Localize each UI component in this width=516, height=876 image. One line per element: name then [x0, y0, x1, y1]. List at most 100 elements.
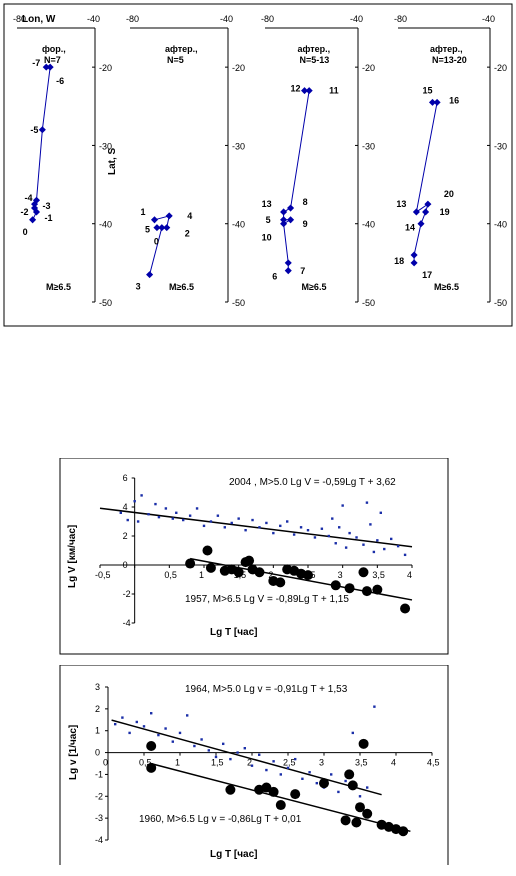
event-label: 8	[303, 197, 308, 207]
large-event-point	[362, 808, 373, 819]
y-tick-label: -2	[95, 791, 103, 801]
large-event-point	[398, 826, 409, 837]
large-event-point	[344, 769, 355, 780]
small-event-point	[119, 511, 122, 514]
event-point	[150, 216, 159, 224]
small-event-point	[327, 534, 330, 538]
event-point	[424, 200, 432, 208]
event-point	[417, 220, 425, 228]
event-point	[280, 208, 288, 216]
y-tick-label: -40	[232, 220, 245, 230]
event-point	[153, 224, 161, 232]
event-label: 1	[141, 207, 146, 217]
event-point	[412, 208, 420, 216]
small-event-point	[128, 731, 131, 735]
x-tick-label: 0,5	[164, 570, 177, 580]
large-event-point	[344, 583, 355, 594]
large-event-point	[358, 738, 369, 749]
small-event-point	[207, 749, 210, 752]
y-tick-label: -2	[123, 589, 131, 599]
y-axis-title: Lg v [1/час]	[68, 725, 79, 780]
small-event-point	[140, 494, 143, 497]
large-event-point	[275, 800, 286, 811]
y-tick-label: -40	[494, 220, 507, 230]
event-point	[163, 224, 171, 232]
event-label: -7	[32, 58, 40, 68]
small-event-point	[243, 747, 246, 750]
large-event-point	[225, 784, 236, 795]
small-event-point	[150, 712, 153, 715]
event-label: -3	[43, 201, 51, 211]
large-event-point	[268, 786, 279, 797]
small-event-point	[142, 725, 146, 728]
y-tick-label: -40	[362, 220, 375, 230]
small-event-point	[222, 742, 225, 746]
event-point	[287, 216, 295, 224]
x-tick-label: -80	[394, 14, 407, 24]
small-event-point	[337, 790, 340, 794]
event-point	[410, 259, 418, 267]
small-event-point	[171, 740, 174, 743]
small-event-point	[279, 524, 282, 528]
large-event-point	[233, 567, 244, 578]
large-event-point	[400, 603, 411, 614]
event-point	[305, 87, 313, 95]
large-event-point	[261, 782, 272, 793]
small-event-point	[396, 544, 400, 548]
small-event-point	[338, 526, 341, 529]
small-event-point	[376, 539, 379, 542]
x-tick-label: 3	[319, 758, 324, 768]
small-event-point	[154, 502, 157, 506]
y-tick-label: -20	[232, 63, 245, 73]
event-label: 7	[300, 266, 305, 276]
small-event-point	[351, 731, 354, 735]
event-label: 10	[262, 233, 272, 243]
small-event-point	[236, 751, 239, 754]
x-tick-label: -80	[13, 14, 26, 24]
event-label: 0	[23, 227, 28, 237]
x-tick-label: 4	[391, 758, 396, 768]
small-event-point	[244, 529, 247, 532]
small-event-point	[265, 521, 268, 525]
event-point	[284, 259, 292, 267]
event-point	[29, 216, 37, 224]
panel-title-line2: N=5	[167, 55, 184, 65]
event-label: 16	[449, 95, 459, 105]
event-point	[433, 98, 441, 106]
y-tick-label: 6	[123, 473, 128, 483]
large-event-point	[351, 817, 362, 828]
large-event-point	[355, 802, 365, 813]
event-point	[38, 126, 46, 134]
small-event-point	[369, 523, 372, 526]
event-label: -1	[45, 213, 53, 223]
annotation-1964: 1964, M>5.0 Lg v = -0,91Lg T + 1,53	[185, 684, 348, 695]
x-tick-label: 1	[199, 570, 204, 580]
small-event-point	[188, 514, 192, 517]
y-tick-label: -4	[123, 618, 131, 628]
small-event-point	[366, 786, 369, 789]
lat-axis-label: Lat, S	[107, 147, 118, 175]
large-event-point	[340, 815, 351, 826]
y-tick-label: -50	[232, 298, 245, 308]
small-event-point	[147, 513, 150, 516]
large-event-point	[303, 570, 313, 581]
event-label: 13	[396, 199, 406, 209]
small-event-point	[315, 781, 318, 785]
event-label: 0	[154, 237, 159, 247]
small-event-point	[229, 757, 232, 761]
annotation-1957: 1957, M>6.5 Lg V = -0,89Lg T + 1,15	[185, 594, 349, 605]
event-point	[158, 224, 166, 232]
y-tick-label: -20	[99, 63, 112, 73]
event-label: 4	[187, 211, 192, 221]
event-label: 5	[145, 225, 150, 235]
small-event-point	[320, 527, 324, 530]
panels-group: -80 -40-20-30-40-50фор.,N=7M≥6.5-7-6-5-4-…	[13, 14, 507, 308]
y-axis-title: Lg V [км/час]	[67, 525, 78, 588]
x-tick-label: 1	[175, 758, 180, 768]
large-event-point	[358, 567, 369, 578]
small-event-point	[373, 705, 376, 708]
small-event-point	[121, 716, 124, 719]
small-event-point	[164, 727, 167, 730]
